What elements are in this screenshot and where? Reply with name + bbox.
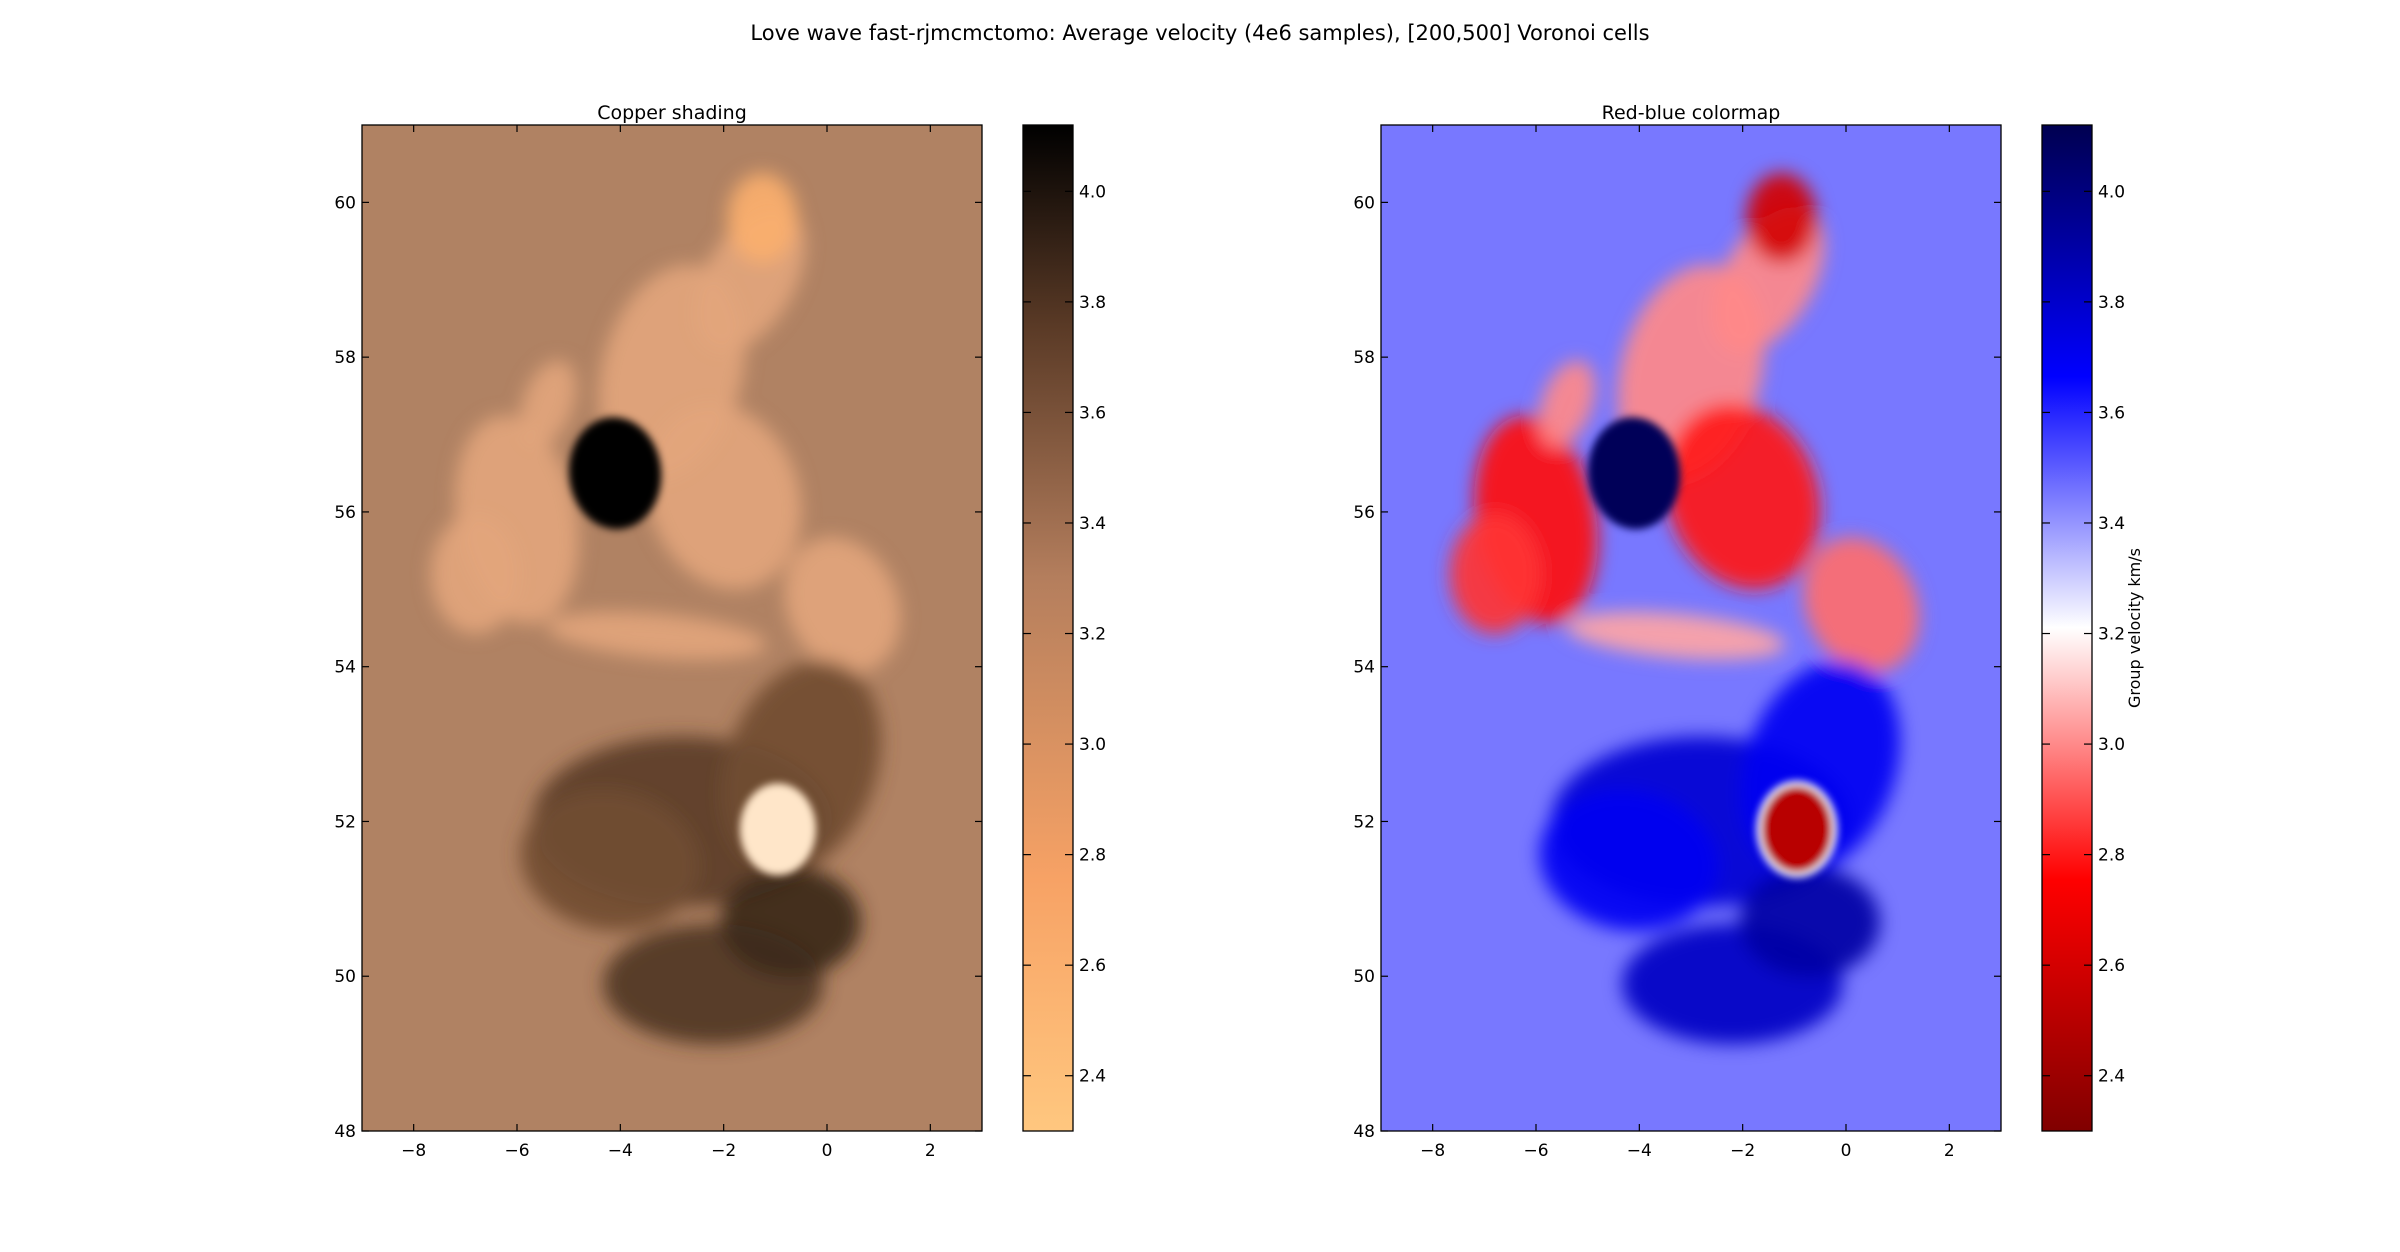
x-tick-label: 2 [1944, 1141, 1955, 1161]
velocity-anomaly [1746, 172, 1817, 263]
colorbar-tick-label: 2.6 [1079, 956, 1106, 976]
plot-frame [1380, 124, 2002, 1132]
colorbar-tick-label: 2.6 [2098, 956, 2125, 976]
y-tick-label: 48 [334, 1122, 356, 1142]
velocity-anomaly [784, 537, 901, 673]
axes-red-blue: −8 −6 −4 −2 0 2 48 50 52 54 56 58 60 [1353, 125, 2001, 1161]
colorbar-tick-label: 3.6 [2098, 403, 2125, 423]
velocity-anomaly [646, 403, 802, 590]
x-tick-label: 0 [822, 1141, 833, 1161]
x-tick-label: −2 [711, 1141, 736, 1161]
colorbar-tick-label: 4.0 [2098, 182, 2125, 202]
colorbar-tick-label: 3.4 [1079, 514, 1106, 534]
y-tick-label: 50 [334, 967, 356, 987]
x-tick-label: −6 [1523, 1141, 1548, 1161]
y-tick-label: 60 [1353, 193, 1375, 213]
y-tick-label: 52 [334, 812, 356, 832]
velocity-anomaly [1665, 403, 1821, 590]
velocity-anomaly [519, 360, 577, 447]
velocity-anomaly [1756, 780, 1838, 878]
axes-copper: −8 −6 −4 −2 0 2 48 50 52 54 56 58 60 [334, 125, 982, 1161]
colorbar-tick-label: 3.0 [1079, 735, 1106, 755]
colorbar-tick-label: 2.4 [2098, 1067, 2125, 1087]
velocity-anomaly [720, 867, 861, 978]
velocity-anomaly [520, 789, 700, 931]
plot-frame [361, 124, 983, 1132]
x-tick-label: 0 [1841, 1141, 1852, 1161]
colorbar-tick-label: 3.0 [2098, 735, 2125, 755]
velocity-anomaly [1588, 417, 1681, 530]
colorbar-tick-label: 2.8 [1079, 846, 1106, 866]
colorbar-tick-label: 4.0 [1079, 182, 1106, 202]
velocity-field-red-blue [1449, 172, 1920, 1044]
colorbar-tick-label: 2.8 [2098, 846, 2125, 866]
panel-red-blue: Red-blue colormap −8 −6 −4 −2 0 2 48 50 52 54 56 58… [1353, 102, 2144, 1161]
colorbar-tick-label: 3.8 [2098, 293, 2125, 313]
velocity-highlights-copper [569, 417, 816, 876]
y-tick-label: 50 [1353, 967, 1375, 987]
x-tick-label: −2 [1730, 1141, 1755, 1161]
x-tick-label: −4 [608, 1141, 633, 1161]
x-tick-label: −6 [504, 1141, 529, 1161]
colorbar-tick-label: 3.6 [1079, 403, 1106, 423]
y-tick-label: 60 [334, 193, 356, 213]
panel-title-red-blue: Red-blue colormap [1602, 102, 1781, 124]
velocity-anomaly [569, 417, 662, 530]
colorbar-copper [1022, 124, 1074, 1132]
y-tick-label: 54 [334, 658, 356, 678]
panel-title-copper: Copper shading [597, 102, 747, 124]
y-tick-label: 48 [1353, 1122, 1375, 1142]
y-tick-label: 58 [334, 348, 356, 368]
velocity-highlights-red-blue [1588, 417, 1838, 878]
velocity-anomaly [727, 172, 798, 263]
colorbar-tick-label: 2.4 [1079, 1067, 1106, 1087]
x-tick-label: −4 [1627, 1141, 1652, 1161]
y-tick-label: 52 [1353, 812, 1375, 832]
y-tick-label: 56 [1353, 503, 1375, 523]
colorbar-tick-label: 3.2 [2098, 625, 2125, 645]
velocity-anomaly [430, 513, 521, 634]
colorbar-red-blue [2041, 124, 2093, 1132]
x-tick-label: 2 [925, 1141, 936, 1161]
velocity-anomaly [546, 611, 767, 660]
velocity-anomaly [1539, 789, 1719, 931]
velocity-anomaly [1565, 611, 1786, 660]
y-tick-label: 54 [1353, 658, 1375, 678]
figure-title: Love wave fast-rjmcmctomo: Average veloc… [750, 21, 1649, 45]
panel-copper: Copper shading −8 −6 −4 −2 0 248505254565860 … [334, 102, 1106, 1161]
colorbar-label: Group velocity km/s [2125, 548, 2144, 708]
colorbar-ticks-copper: 2.4 2.6 2.8 3.0 3.2 3.4 3.6 3.8 4.0 [1023, 182, 1106, 1087]
colorbar-ticks-red-blue: 2.4 2.6 2.8 3.0 3.2 3.4 3.6 3.8 4.0 [2042, 182, 2125, 1087]
velocity-anomaly [1538, 360, 1596, 447]
x-tick-label: −8 [1420, 1141, 1445, 1161]
colorbar-tick-label: 3.4 [2098, 514, 2125, 534]
velocity-anomaly [739, 783, 816, 876]
y-tick-label: 56 [334, 503, 356, 523]
colorbar-tick-label: 3.2 [1079, 625, 1106, 645]
velocity-anomaly [1449, 513, 1540, 634]
x-tick-label: −8 [401, 1141, 426, 1161]
colorbar-tick-label: 3.8 [1079, 293, 1106, 313]
velocity-field-copper [430, 172, 901, 1044]
velocity-anomaly [1739, 867, 1880, 978]
velocity-anomaly [1803, 537, 1920, 673]
y-tick-label: 58 [1353, 348, 1375, 368]
